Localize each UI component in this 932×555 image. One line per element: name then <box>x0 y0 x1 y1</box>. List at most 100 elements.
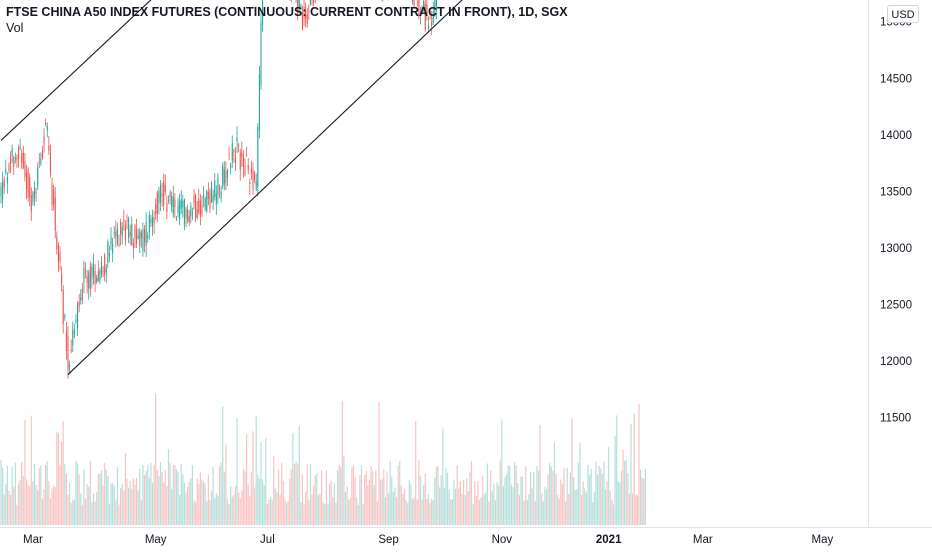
candle-body <box>84 269 87 271</box>
volume-bars <box>0 393 646 525</box>
volume-bar <box>115 499 117 525</box>
volume-bar <box>128 487 130 525</box>
candle-body <box>81 288 83 300</box>
candle-body <box>214 179 216 197</box>
candle-body <box>2 181 4 200</box>
volume-bar <box>65 473 67 525</box>
volume-bar <box>276 492 278 525</box>
candle-body <box>155 204 157 214</box>
volume-bar <box>456 465 458 525</box>
candle-body <box>180 199 182 209</box>
volume-bar <box>475 495 477 525</box>
volume-bar <box>289 478 291 525</box>
volume-bar <box>454 488 457 525</box>
volume-bar <box>230 486 232 525</box>
candle-body <box>432 11 434 23</box>
volume-bar <box>134 484 136 525</box>
volume-bar <box>29 486 31 525</box>
volume-bar <box>246 434 248 525</box>
volume-bar <box>518 495 520 525</box>
candle-body <box>411 0 414 3</box>
candle-body <box>29 176 31 197</box>
y-tick-label: 13000 <box>880 243 912 255</box>
volume-bar <box>151 482 154 525</box>
volume-bar <box>368 479 371 525</box>
volume-bar <box>236 418 238 525</box>
volume-bar <box>453 479 455 525</box>
volume-bar <box>215 493 217 525</box>
candle-body <box>59 252 61 262</box>
volume-bar <box>97 473 99 525</box>
volume-bar <box>305 491 307 525</box>
volume-bar <box>328 483 331 525</box>
candle-body <box>21 153 23 163</box>
volume-bar <box>611 499 613 525</box>
candle-body <box>131 223 133 245</box>
volume-bar <box>126 478 128 525</box>
candle-body <box>301 14 303 29</box>
candle-body <box>89 267 91 290</box>
candle-body <box>92 263 95 277</box>
candle-body <box>67 335 69 370</box>
volume-bar <box>171 488 173 525</box>
candle-body <box>182 201 184 208</box>
candle-body <box>116 228 118 244</box>
candle-body <box>19 147 21 149</box>
candle-body <box>14 157 16 159</box>
volume-bar <box>209 500 211 525</box>
x-tick-label: Jul <box>260 534 275 546</box>
volume-bar <box>415 421 417 525</box>
volume-bar <box>49 498 52 525</box>
currency-button[interactable]: USD <box>887 5 919 23</box>
volume-bar <box>485 492 487 525</box>
volume-bar <box>533 471 535 525</box>
volume-bar <box>255 416 257 525</box>
volume-bar <box>14 462 16 525</box>
volume-bar <box>542 501 544 525</box>
candle-body <box>199 200 201 216</box>
volume-bar <box>287 501 289 525</box>
candle-body <box>113 232 115 234</box>
volume-bar <box>367 485 369 525</box>
volume-bar <box>624 460 626 525</box>
candle-body <box>129 231 131 237</box>
volume-bar <box>96 492 98 525</box>
candle-body <box>16 156 18 161</box>
candle-body <box>226 170 229 178</box>
volume-bar <box>196 478 198 525</box>
candle-body <box>169 192 171 197</box>
candle-body <box>187 209 189 221</box>
volume-bar <box>129 480 131 525</box>
candle-body <box>234 157 237 164</box>
candle-body <box>126 220 128 222</box>
candle-body <box>241 152 243 157</box>
volume-bar <box>424 473 426 525</box>
volume-bar <box>238 492 240 525</box>
volume-bar <box>174 465 176 525</box>
volume-bar <box>384 496 386 525</box>
volume-bar <box>320 470 323 525</box>
y-tick-label: 11500 <box>880 413 911 425</box>
candle-body <box>10 156 12 165</box>
candle-body <box>423 0 425 8</box>
volume-bar <box>352 464 355 525</box>
candle-body <box>210 182 213 202</box>
candle-body <box>220 191 222 199</box>
volume-bar <box>212 467 214 525</box>
volume-label: Vol <box>6 21 24 35</box>
volume-bar <box>194 502 197 525</box>
volume-bar <box>560 479 562 525</box>
volume-bar <box>526 500 528 525</box>
y-tick-label: 14000 <box>880 130 912 142</box>
volume-bar <box>316 473 318 525</box>
candle-body <box>177 205 179 214</box>
candle-body <box>142 229 144 252</box>
volume-bar <box>558 498 560 525</box>
volume-bar <box>601 473 603 525</box>
volume-bar <box>612 504 615 525</box>
volume-bar <box>569 472 572 525</box>
volume-bar <box>239 498 241 525</box>
volume-bar <box>9 494 12 525</box>
